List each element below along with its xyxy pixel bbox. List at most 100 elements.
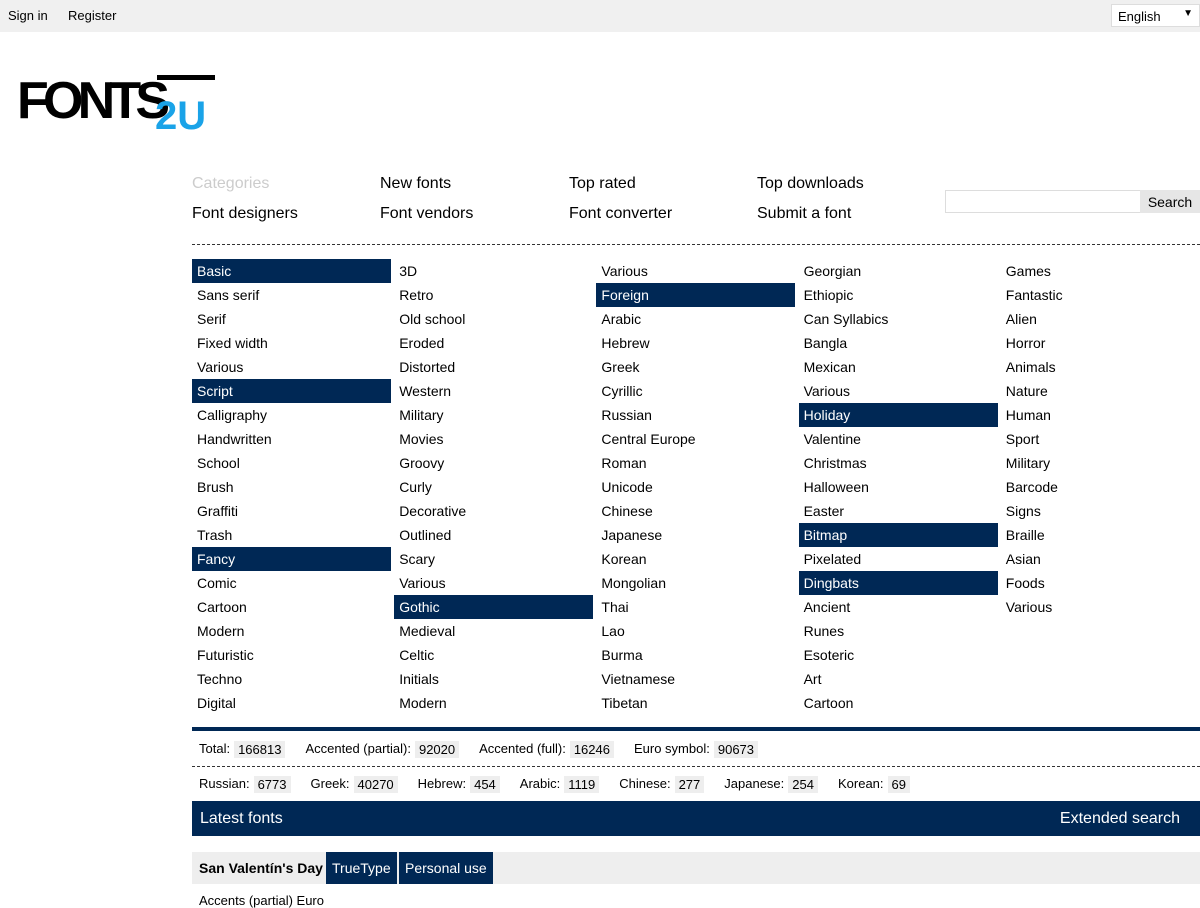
- category-link[interactable]: Sans serif: [197, 287, 260, 303]
- language-select[interactable]: English ▼: [1111, 4, 1200, 27]
- category-link[interactable]: School: [197, 455, 240, 471]
- category-link[interactable]: Ancient: [803, 599, 851, 615]
- category-link[interactable]: Esoteric: [803, 647, 855, 663]
- category-link[interactable]: Human: [1005, 407, 1051, 423]
- category-link[interactable]: Calligraphy: [197, 407, 268, 423]
- category-link[interactable]: Japanese: [601, 527, 663, 543]
- category-group-link[interactable]: Foreign: [596, 283, 796, 307]
- category-link[interactable]: Movies: [399, 431, 444, 447]
- category-link[interactable]: Vietnamese: [601, 671, 676, 687]
- category-link[interactable]: Mexican: [803, 359, 856, 375]
- category-link[interactable]: Initials: [399, 671, 439, 687]
- category-link[interactable]: Modern: [197, 623, 245, 639]
- category-link[interactable]: Medieval: [399, 623, 456, 639]
- category-link[interactable]: Trash: [197, 527, 233, 543]
- category-link[interactable]: Curly: [399, 479, 432, 495]
- category-group-link[interactable]: Holiday: [798, 403, 998, 427]
- category-link[interactable]: Valentine: [803, 431, 861, 447]
- category-group-link[interactable]: Fancy: [192, 547, 391, 571]
- category-link[interactable]: Games: [1005, 263, 1051, 279]
- category-link[interactable]: Lao: [601, 623, 625, 639]
- category-link[interactable]: Korean: [601, 551, 647, 567]
- category-link[interactable]: Christmas: [803, 455, 867, 471]
- category-link[interactable]: Fixed width: [197, 335, 268, 351]
- category-link[interactable]: Ethiopic: [803, 287, 854, 303]
- category-link[interactable]: Tibetan: [601, 695, 648, 711]
- category-link[interactable]: Graffiti: [197, 503, 238, 519]
- nav-font-designers[interactable]: Font designers: [192, 205, 298, 222]
- category-link[interactable]: Modern: [399, 695, 447, 711]
- category-link[interactable]: Groovy: [399, 455, 445, 471]
- category-link[interactable]: Thai: [601, 599, 629, 615]
- category-link[interactable]: Various: [1005, 599, 1053, 615]
- category-link[interactable]: Signs: [1005, 503, 1041, 519]
- category-link[interactable]: Various: [601, 263, 648, 279]
- category-link[interactable]: Central Europe: [601, 431, 696, 447]
- register-link[interactable]: Register: [68, 8, 117, 23]
- category-link[interactable]: Handwritten: [197, 431, 272, 447]
- category-link[interactable]: Bangla: [803, 335, 848, 351]
- category-link[interactable]: Scary: [399, 551, 435, 567]
- category-link[interactable]: Military: [1005, 455, 1051, 471]
- nav-top-rated[interactable]: Top rated: [569, 175, 636, 192]
- category-link[interactable]: Georgian: [803, 263, 862, 279]
- category-link[interactable]: Futuristic: [197, 647, 254, 663]
- category-link[interactable]: Distorted: [399, 359, 456, 375]
- category-link[interactable]: Braille: [1005, 527, 1045, 543]
- category-group-link[interactable]: Script: [192, 379, 391, 403]
- category-link[interactable]: Asian: [1005, 551, 1041, 567]
- category-link[interactable]: Various: [197, 359, 244, 375]
- category-link[interactable]: Greek: [601, 359, 640, 375]
- category-link[interactable]: Western: [399, 383, 452, 399]
- category-link[interactable]: Easter: [803, 503, 845, 519]
- category-link[interactable]: Cyrillic: [601, 383, 643, 399]
- category-link[interactable]: Art: [803, 671, 822, 687]
- category-link[interactable]: Fantastic: [1005, 287, 1063, 303]
- category-link[interactable]: Burma: [601, 647, 643, 663]
- category-link[interactable]: Horror: [1005, 335, 1046, 351]
- category-link[interactable]: Outlined: [399, 527, 452, 543]
- category-group-link[interactable]: Basic: [192, 259, 391, 283]
- category-link[interactable]: Nature: [1005, 383, 1048, 399]
- category-link[interactable]: Comic: [197, 575, 237, 591]
- category-link[interactable]: Mongolian: [601, 575, 666, 591]
- category-link[interactable]: Digital: [197, 695, 236, 711]
- category-link[interactable]: Unicode: [601, 479, 653, 495]
- nav-categories[interactable]: Categories: [192, 175, 270, 192]
- category-link[interactable]: Techno: [197, 671, 243, 687]
- category-link[interactable]: Barcode: [1005, 479, 1058, 495]
- nav-font-vendors[interactable]: Font vendors: [380, 205, 474, 222]
- extended-search-link[interactable]: Extended search: [1059, 810, 1180, 827]
- sign-in-link[interactable]: Sign in: [8, 8, 48, 23]
- category-link[interactable]: Military: [399, 407, 444, 423]
- nav-new-fonts[interactable]: New fonts: [380, 175, 452, 192]
- category-link[interactable]: Chinese: [601, 503, 653, 519]
- search-input[interactable]: [945, 190, 1141, 213]
- category-link[interactable]: Foods: [1005, 575, 1045, 591]
- category-link[interactable]: Arabic: [601, 311, 642, 327]
- category-link[interactable]: Cartoon: [197, 599, 247, 615]
- category-link[interactable]: Eroded: [399, 335, 445, 351]
- category-link[interactable]: Various: [399, 575, 446, 591]
- category-link[interactable]: Serif: [197, 311, 226, 327]
- category-link[interactable]: Animals: [1005, 359, 1056, 375]
- category-link[interactable]: Russian: [601, 407, 652, 423]
- font-name-link[interactable]: San Valentín's Day: [199, 860, 323, 876]
- category-link[interactable]: Old school: [399, 311, 466, 327]
- category-link[interactable]: Retro: [399, 287, 434, 303]
- category-link[interactable]: Brush: [197, 479, 234, 495]
- nav-top-downloads[interactable]: Top downloads: [757, 175, 864, 192]
- nav-submit-font[interactable]: Submit a font: [757, 205, 852, 222]
- category-link[interactable]: Sport: [1005, 431, 1040, 447]
- category-link[interactable]: Halloween: [803, 479, 869, 495]
- category-link[interactable]: Runes: [803, 623, 845, 639]
- category-link[interactable]: Celtic: [399, 647, 435, 663]
- category-link[interactable]: Can Syllabics: [803, 311, 889, 327]
- category-group-link[interactable]: Gothic: [394, 595, 594, 619]
- nav-font-converter[interactable]: Font converter: [569, 205, 673, 222]
- category-link[interactable]: Cartoon: [803, 695, 854, 711]
- category-link[interactable]: Decorative: [399, 503, 467, 519]
- logo[interactable]: FONTS 2U: [17, 72, 217, 138]
- category-link[interactable]: Alien: [1005, 311, 1037, 327]
- category-link[interactable]: Hebrew: [601, 335, 650, 351]
